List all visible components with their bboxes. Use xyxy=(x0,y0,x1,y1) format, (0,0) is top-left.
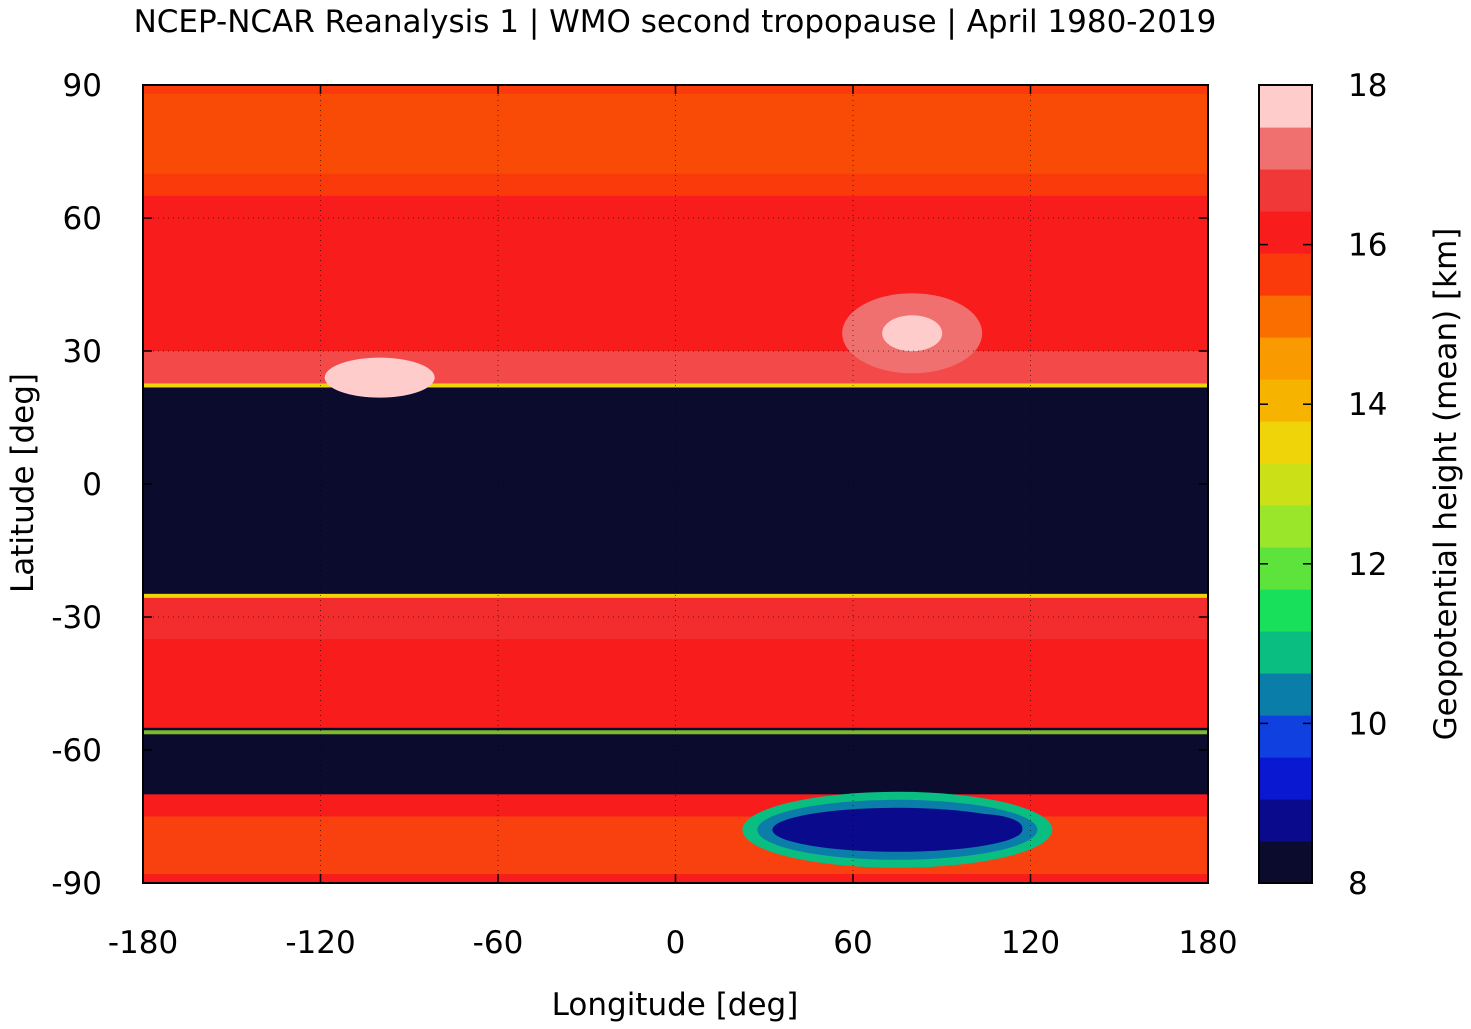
x-tick-label: 0 xyxy=(666,925,686,961)
x-axis-label: Longitude [deg] xyxy=(552,987,799,1023)
y-tick-label: 90 xyxy=(63,68,102,104)
colorbar-swatch xyxy=(1259,337,1312,380)
colorbar-swatch xyxy=(1259,505,1312,548)
colorbar-tick-label: 12 xyxy=(1348,547,1387,583)
y-tick-label: 30 xyxy=(63,334,102,370)
colorbar-tick-label: 18 xyxy=(1348,68,1387,104)
colorbar-swatch xyxy=(1259,631,1312,674)
colorbar-swatch xyxy=(1259,799,1312,842)
colorbar-tick-label: 16 xyxy=(1348,228,1387,264)
y-tick-label: -90 xyxy=(51,866,102,902)
colorbar-tick-label: 10 xyxy=(1348,706,1387,742)
colorbar-swatch xyxy=(1259,757,1312,800)
y-tick-label: -60 xyxy=(51,733,102,769)
colorbar-swatch xyxy=(1259,169,1312,212)
heatmap-feature xyxy=(932,813,1023,842)
colorbar-swatch xyxy=(1259,841,1312,884)
y-tick-label: -30 xyxy=(51,600,102,636)
heatmap-region xyxy=(143,727,1208,795)
y-axis-label: Latitude [deg] xyxy=(5,373,41,593)
chart-title: NCEP-NCAR Reanalysis 1 | WMO second trop… xyxy=(134,4,1217,40)
colorbar-swatch xyxy=(1259,673,1312,716)
x-tick-label: 120 xyxy=(1001,925,1060,961)
heatmap-feature xyxy=(324,357,435,398)
x-tick-label: -60 xyxy=(473,925,524,961)
heatmap-texture xyxy=(143,594,1208,640)
colorbar-swatch xyxy=(1259,421,1312,464)
colorbar-swatch xyxy=(1259,463,1312,506)
heatmap-plot xyxy=(143,85,1208,883)
colorbar-label: Geopotential height (mean) [km] xyxy=(1428,228,1464,741)
colorbar xyxy=(1259,85,1312,884)
colorbar-swatch xyxy=(1259,379,1312,422)
colorbar-tick-label: 8 xyxy=(1348,866,1368,902)
colorbar-swatch xyxy=(1259,295,1312,338)
x-tick-label: -180 xyxy=(108,925,178,961)
x-tick-label: 60 xyxy=(833,925,872,961)
heatmap-feature xyxy=(882,315,943,352)
x-tick-label: -120 xyxy=(285,925,355,961)
colorbar-swatch xyxy=(1259,715,1312,758)
colorbar-swatch xyxy=(1259,547,1312,590)
colorbar-swatch xyxy=(1259,253,1312,296)
colorbar-swatch xyxy=(1259,85,1312,128)
x-tick-label: 180 xyxy=(1178,925,1237,961)
y-tick-label: 0 xyxy=(82,467,102,503)
heatmap-edge xyxy=(143,730,1208,735)
heatmap-texture xyxy=(143,351,1208,387)
colorbar-tick-label: 14 xyxy=(1348,387,1387,423)
colorbar-frame xyxy=(1258,84,1313,884)
colorbar-swatch xyxy=(1259,589,1312,632)
colorbar-swatch xyxy=(1259,127,1312,170)
y-tick-label: 60 xyxy=(63,201,102,237)
colorbar-swatch xyxy=(1259,211,1312,254)
